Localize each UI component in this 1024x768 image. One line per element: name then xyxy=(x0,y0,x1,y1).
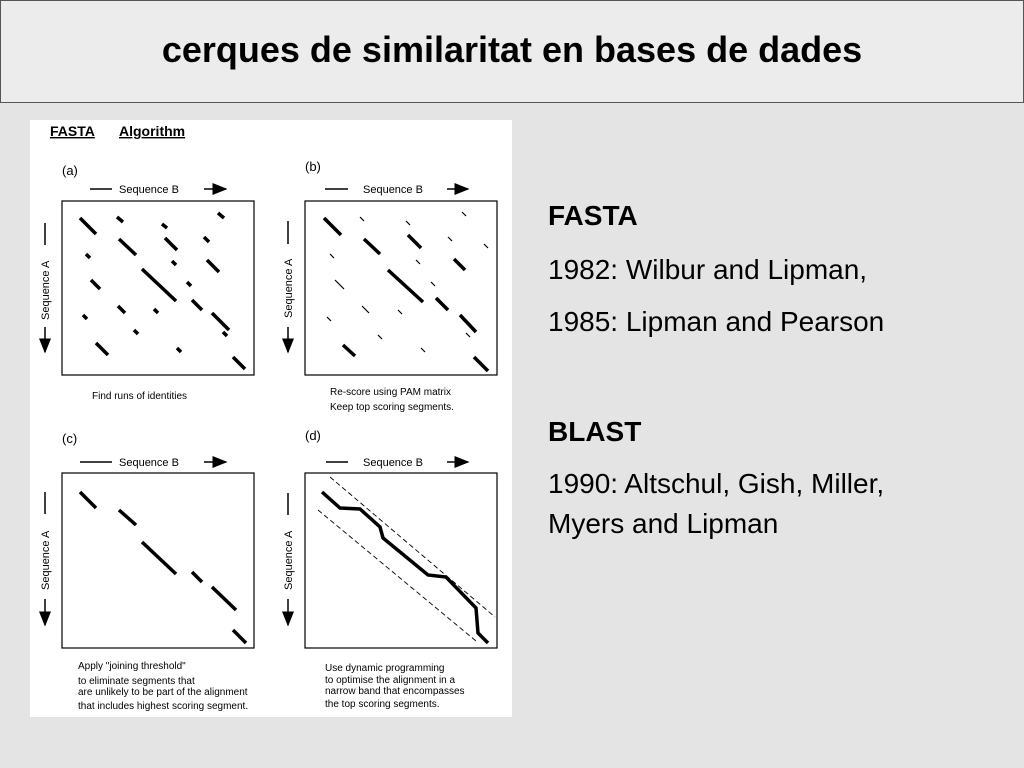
fasta-line-1: 1982: Wilbur and Lipman, xyxy=(548,254,868,285)
panel-c-seqa-label: Sequence A xyxy=(40,530,52,590)
panel-a-seqa-label: Sequence A xyxy=(40,260,52,320)
panel-c-segments xyxy=(78,490,248,645)
blast-heading: BLAST xyxy=(548,416,642,447)
panel-d-band-upper xyxy=(329,476,496,618)
panel-a-caption-0: Find runs of identities xyxy=(92,391,187,402)
panel-a-segments xyxy=(78,211,247,371)
panel-a-label: (a) xyxy=(62,163,78,178)
panel-b-weak-segments xyxy=(326,211,489,353)
panel-b-seqb-label: Sequence B xyxy=(363,184,423,196)
panel-c-caption-1: to eliminate segments that xyxy=(78,676,195,687)
panel-d-label: (d) xyxy=(305,428,321,443)
panel-d-caption-1: to optimise the alignment in a xyxy=(325,675,456,686)
panel-b-box xyxy=(304,200,498,376)
panel-d-alignment-path xyxy=(320,490,490,645)
figure-header-algorithm: Algorithm xyxy=(119,123,185,139)
panel-c: (c) Sequence B Sequence A Apply "joining… xyxy=(39,431,255,712)
panel-c-seqb-label: Sequence B xyxy=(119,457,179,469)
panel-d-caption-2: narrow band that encompasses xyxy=(325,686,465,697)
panel-c-label: (c) xyxy=(62,431,77,446)
panel-b-caption-1: Keep top scoring segments. xyxy=(330,402,454,413)
panel-d: (d) Sequence B Sequence A Use dynamic pr… xyxy=(282,428,498,710)
panel-b: (b) Sequence B Sequence A xyxy=(282,159,498,413)
blast-line-2: Myers and Lipman xyxy=(548,508,779,539)
figure-header-fasta: FASTA xyxy=(50,123,95,139)
panel-a-box xyxy=(61,200,255,376)
panel-d-seqb-label: Sequence B xyxy=(363,457,423,469)
panel-d-box xyxy=(304,472,498,649)
blast-line-1: 1990: Altschul, Gish, Miller, xyxy=(548,468,885,499)
slide-title: cerques de similaritat en bases de dades xyxy=(161,28,863,70)
panel-c-caption-0: Apply "joining threshold" xyxy=(78,661,186,672)
fasta-figure-svg: FASTA Algorithm (a) Sequence B Sequence … xyxy=(39,123,498,712)
fasta-algorithm-figure: FASTA Algorithm (a) Sequence B Sequence … xyxy=(30,120,512,717)
fasta-heading: FASTA xyxy=(548,200,638,231)
fasta-line-2: 1985: Lipman and Pearson xyxy=(548,306,885,337)
panel-d-caption-0: Use dynamic programming xyxy=(325,663,445,674)
panel-a-seqb-label: Sequence B xyxy=(119,184,179,196)
panel-d-caption-3: the top scoring segments. xyxy=(325,699,440,710)
panel-d-seqa-label: Sequence A xyxy=(283,530,295,590)
panel-b-strong-segments xyxy=(322,216,490,373)
panel-b-seqa-label: Sequence A xyxy=(283,258,295,318)
slide-title-bar: cerques de similaritat en bases de dades xyxy=(0,0,1024,103)
panel-b-label: (b) xyxy=(305,159,321,174)
panel-c-caption-2: are unlikely to be part of the alignment xyxy=(78,687,248,698)
panel-c-box xyxy=(61,472,255,649)
panel-c-caption-3: that includes highest scoring segment. xyxy=(78,701,248,712)
panel-a: (a) Sequence B Sequence A xyxy=(39,163,255,402)
references-panel: FASTA 1982: Wilbur and Lipman, 1985: Lip… xyxy=(548,196,1008,544)
panel-b-caption-0: Re-score using PAM matrix xyxy=(330,387,451,398)
panel-d-band-lower xyxy=(317,509,477,642)
